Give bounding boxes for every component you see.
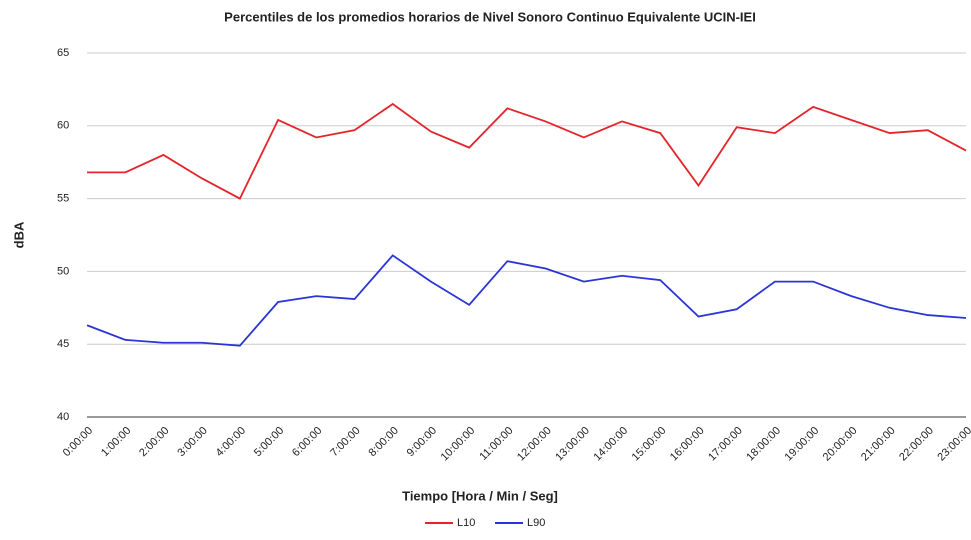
- x-tick-label: 6:00:00: [290, 425, 324, 459]
- legend-label: L90: [527, 517, 545, 529]
- x-tick-label: 16:00:00: [668, 425, 707, 464]
- chart-title: Percentiles de los promedios horarios de…: [224, 9, 756, 24]
- x-tick-label: 14:00:00: [591, 425, 630, 464]
- x-axis-title: Tiempo [Hora / Min / Seg]: [402, 488, 558, 503]
- y-tick-label: 45: [57, 338, 69, 350]
- x-tick-label: 10:00:00: [439, 425, 478, 464]
- x-tick-label: 8:00:00: [366, 425, 400, 459]
- x-tick-label: 22:00:00: [897, 425, 936, 464]
- x-tick-label: 19:00:00: [783, 425, 822, 464]
- x-tick-label: 17:00:00: [706, 425, 745, 464]
- x-tick-label: 21:00:00: [859, 425, 898, 464]
- x-tick-label: 18:00:00: [744, 425, 783, 464]
- x-tick-label: 1:00:00: [99, 425, 133, 459]
- y-axis-title: dBA: [11, 221, 26, 248]
- x-tick-label: 5:00:00: [252, 425, 286, 459]
- y-tick-label: 50: [57, 265, 69, 277]
- x-tick-label: 3:00:00: [175, 425, 209, 459]
- y-tick-label: 55: [57, 193, 69, 205]
- y-tick-label: 65: [57, 47, 69, 59]
- y-tick-label: 40: [57, 411, 69, 423]
- x-tick-label: 13:00:00: [553, 425, 592, 464]
- x-tick-label: 23:00:00: [935, 425, 971, 464]
- x-tick-label: 7:00:00: [328, 425, 362, 459]
- line-series: [86, 254, 967, 347]
- line-series: [87, 102, 967, 200]
- x-tick-label: 20:00:00: [821, 425, 860, 464]
- legend-label: L10: [457, 517, 475, 529]
- x-tick-label: 2:00:00: [137, 425, 171, 459]
- x-tick-label: 4:00:00: [214, 425, 248, 459]
- y-tick-label: 60: [57, 120, 69, 132]
- x-tick-label: 12:00:00: [515, 425, 554, 464]
- x-tick-label: 0:00:00: [61, 425, 95, 459]
- x-tick-label: 15:00:00: [630, 425, 669, 464]
- x-tick-label: 11:00:00: [477, 425, 515, 463]
- x-tick-label: 9:00:00: [405, 425, 439, 459]
